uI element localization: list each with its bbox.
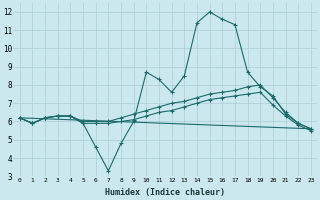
X-axis label: Humidex (Indice chaleur): Humidex (Indice chaleur) — [105, 188, 225, 197]
